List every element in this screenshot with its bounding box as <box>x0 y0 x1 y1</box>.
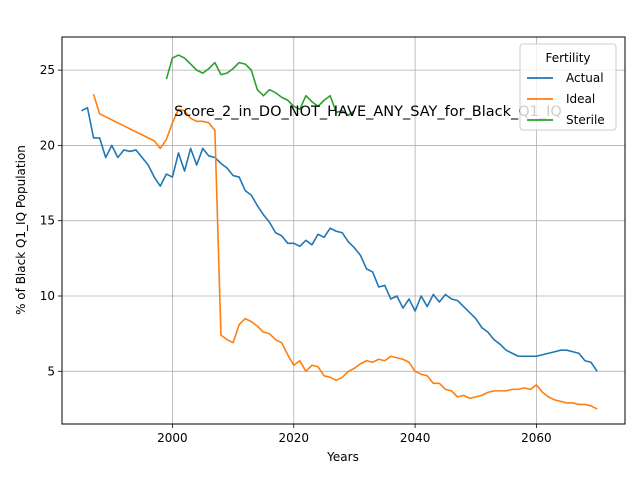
y-tick-label: 5 <box>47 364 55 378</box>
y-tick-label: 10 <box>40 289 55 303</box>
legend-label: Actual <box>566 71 604 85</box>
chart-title: Score_2_in_DO_NOT_HAVE_ANY_SAY_for_Black… <box>174 104 562 120</box>
axes-frame <box>61 36 626 425</box>
legend-item-ideal: Ideal <box>527 92 595 106</box>
legend-box <box>519 43 617 131</box>
legend-items: Actual Ideal Sterile <box>527 71 605 127</box>
y-axis-label: % of Black Q1_IQ Population <box>14 145 28 315</box>
x-tick-label: 2060 <box>521 431 552 445</box>
series-line-sterile <box>165 54 355 117</box>
series-lines <box>81 54 598 410</box>
y-tick-label: 15 <box>40 214 55 228</box>
legend-label: Sterile <box>566 113 605 127</box>
legend-label: Ideal <box>566 92 595 106</box>
legend-item-sterile: Sterile <box>527 113 605 127</box>
axis-ticks: 2000 2020 2040 2060 5 10 15 20 25 <box>40 63 552 445</box>
y-tick-label: 25 <box>40 63 55 77</box>
legend-item-actual: Actual <box>527 71 604 85</box>
legend: Fertility Actual Ideal Sterile <box>519 43 617 131</box>
series-line-actual <box>81 106 598 372</box>
y-tick-label: 20 <box>40 138 55 152</box>
series-line-ideal <box>92 93 598 410</box>
x-tick-label: 2040 <box>400 431 431 445</box>
x-tick-label: 2020 <box>278 431 309 445</box>
x-axis-label: Years <box>326 450 359 464</box>
x-tick-label: 2000 <box>157 431 188 445</box>
legend-title: Fertility <box>545 51 590 65</box>
